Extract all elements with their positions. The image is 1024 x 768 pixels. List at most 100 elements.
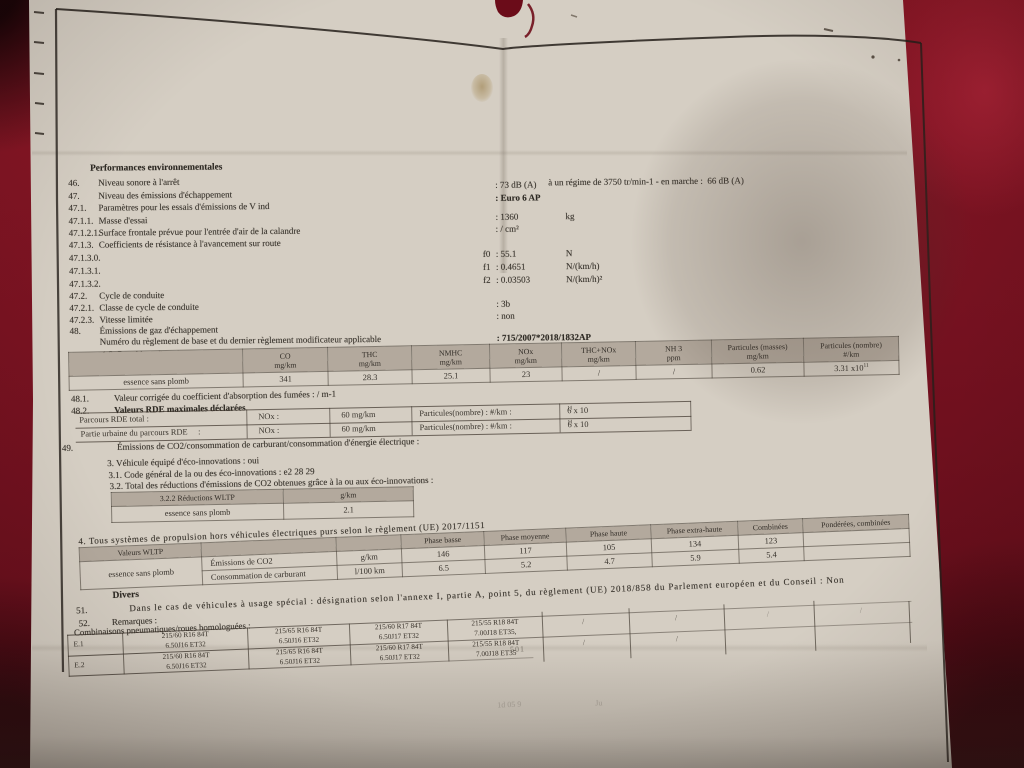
speck-dash [570, 14, 578, 18]
tire-combinations-table: E.1 E.2 215/60 R16 84T 6.50J16 ET32 215/6… [67, 600, 913, 677]
value-co: 341 [242, 371, 329, 387]
item-value: : 0.03503 [496, 273, 531, 285]
wltp-cons-combinees: 5.4 [738, 546, 805, 564]
empty-cell-slash: / [766, 609, 770, 619]
item-unit: N [565, 247, 573, 258]
paper-stain [471, 74, 493, 102]
item-value: : / cm² [495, 223, 519, 234]
item-value: : non [496, 310, 515, 321]
fuel-type-cell: essence sans plomb [69, 372, 244, 391]
rde-divider [690, 400, 692, 430]
faint-print-mark: 501 [509, 644, 526, 655]
empty-cell-slash: / [581, 617, 585, 627]
wltp-cons-moyenne: 5.2 [484, 556, 568, 574]
rde-particules-label: Particules(nombre) : #/km : [419, 406, 512, 418]
value-thc: 28.3 [327, 369, 413, 386]
empty-cell-slash: / [859, 605, 863, 615]
speck-dot [871, 55, 875, 59]
header-particules-nombre: Particules (nombre) #/km [803, 336, 899, 363]
tire-cell: 215/60 R17 84T 6.50J17 ET32 [374, 621, 423, 641]
item-number: 47.1. [68, 202, 87, 213]
item-unit: kg [565, 210, 575, 221]
wltp-cons-basse: 6.5 [401, 559, 486, 577]
header-nox: NOx mg/km [489, 342, 562, 369]
empty-cell-slash: / [675, 634, 679, 644]
right-border-line [920, 42, 949, 763]
item-unit: N/(km/h) [565, 260, 600, 271]
tire-cell: 215/65 R16 84T 6.50J16 ET32 [275, 646, 324, 666]
wltp-fuel-cell: essence sans plomb [79, 556, 203, 590]
value-nmhc: 25.1 [411, 368, 491, 384]
item-value: : 0.4651 [495, 261, 526, 272]
header-empty-cell [68, 348, 243, 377]
wltp-cons-extra: 5.9 [651, 549, 740, 567]
section-title: Performances environnementales [90, 162, 223, 174]
value-particules-nombre: 3.31 x1011 [803, 360, 900, 377]
item-value: : 55.1 [495, 248, 517, 259]
rde-row-label: Parcours RDE total : [79, 413, 149, 425]
section-emissions: CO mg/km THC mg/km NMHC mg/km NOx mg/km THC+… [60, 333, 943, 530]
item-number: 47.1.3.1. [68, 265, 101, 276]
item-label: Paramètres pour les essais d'émissions d… [98, 200, 270, 213]
item-label: Classe de cycle de conduite [99, 301, 199, 313]
item-number: 47.2.3. [69, 314, 95, 325]
item-value: : 3b [496, 298, 511, 309]
item-number: 47.1.1. [68, 215, 94, 226]
item-number: 46. [68, 177, 80, 188]
rde-particules-value: 6 x 10 11 [567, 404, 589, 415]
item-unit: N/(km/h)² [566, 273, 603, 284]
value-nox: 23 [489, 366, 563, 383]
row-48-1: 48.1. Valeur corrigée du coefficient d'ab… [70, 388, 337, 404]
coefficient-label: f2 [483, 274, 491, 285]
rde-particules-value: 6 x 10 11 [567, 419, 589, 430]
rde-value: 60 mg/km [341, 423, 376, 434]
coefficient-label: f0 [482, 248, 491, 259]
item-label: Surface frontale prévue pour l'entrée d'… [98, 225, 301, 238]
red-hook-mark [524, 3, 535, 39]
item-number: 47.2. [69, 290, 88, 301]
item-number: 47. [68, 190, 80, 201]
coefficient-label: f1 [482, 261, 491, 272]
item-number: 47.2.1. [69, 302, 95, 313]
top-border-line [55, 8, 922, 51]
left-margin-ticks [33, 11, 45, 135]
red-mark-top [495, 0, 523, 18]
divers-title: Divers [112, 589, 140, 601]
item-number: 48. [69, 325, 81, 336]
speck-dash [823, 28, 834, 32]
empty-cell-slash: / [582, 638, 586, 648]
eco-reductions-table: 3.2.2 Réductions WLTP g/km essence sans … [111, 486, 415, 523]
header-thc: THC mg/km [327, 345, 412, 372]
header-nh3: NH 3 ppm [635, 339, 712, 366]
faint-bleed-mark: 1d 05 9 [497, 699, 522, 710]
tire-cell: 215/55 R18 84T 7.00J18 ET35, [471, 617, 519, 637]
item-number: 47.1.2.1. [68, 227, 101, 238]
item-number: 47.1.3.2. [69, 278, 101, 289]
item-label: Émissions de gaz d'échappement [99, 323, 218, 336]
header-thc-nox: THC+NOx mg/km [561, 341, 636, 367]
rde-value: 60 mg/km [341, 409, 376, 420]
section-performances: Performances environnementales 46. Nivea… [60, 155, 942, 363]
empty-cell-slash: / [674, 613, 678, 623]
item-label: Cycle de conduite [99, 290, 165, 301]
rde-pollutant: NOx : [258, 411, 280, 421]
section-wltp-divers: 4. Tous systèmes de propulsion hors véhi… [60, 496, 978, 742]
eco-fuel-cell: essence sans plomb [111, 503, 284, 523]
item-number: 47.1.3. [68, 239, 94, 250]
item-label: Coefficients de résistance à l'avancemen… [98, 237, 281, 250]
faint-bleed-mark: Ju [595, 698, 603, 708]
tire-cell: 215/65 R16 84T 6.50J16 ET32 [274, 625, 323, 645]
rde-pollutant: NOx : [258, 425, 280, 436]
header-nmhc: NMHC mg/km [411, 344, 490, 370]
value-nh3: / [635, 363, 713, 380]
tire-cell: 215/60 R17 84T 6.50J17 ET32 [375, 642, 424, 662]
item-number: 47.1.3.0. [68, 252, 101, 263]
rde-line [75, 415, 692, 429]
header-particules-masses: Particules (masses) mg/km [711, 338, 804, 364]
rde-particules-label: Particules(nombre) : #/km : [419, 421, 512, 433]
value-thc-nox: / [561, 365, 637, 381]
tire-row-label: E.1 [73, 639, 84, 649]
